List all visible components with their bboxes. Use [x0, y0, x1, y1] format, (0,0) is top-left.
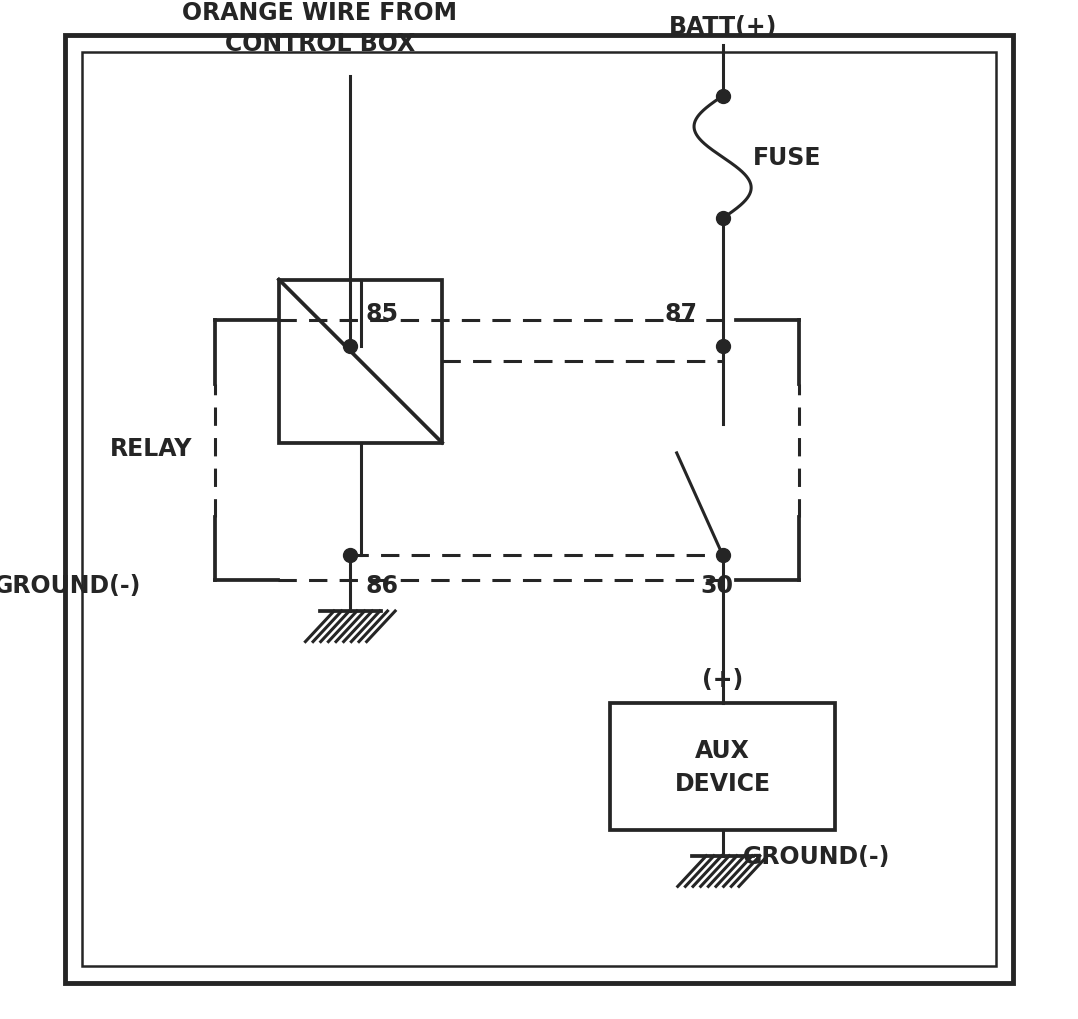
Text: RELAY: RELAY — [110, 436, 192, 461]
Text: 87: 87 — [664, 302, 697, 326]
Text: (+): (+) — [702, 666, 743, 691]
Point — [714, 547, 731, 564]
Text: 86: 86 — [365, 574, 399, 598]
Point — [342, 338, 359, 355]
Text: FUSE: FUSE — [754, 146, 821, 170]
Bar — [279, 280, 442, 443]
Text: BATT(+): BATT(+) — [668, 14, 777, 39]
Point — [714, 211, 731, 227]
Point — [342, 547, 359, 564]
Text: 30: 30 — [700, 574, 733, 598]
Text: AUX
DEVICE: AUX DEVICE — [675, 738, 771, 796]
Bar — [610, 703, 834, 830]
Point — [714, 89, 731, 105]
Bar — [82, 53, 996, 966]
Text: GROUND(-): GROUND(-) — [743, 844, 890, 868]
Text: GROUND(-): GROUND(-) — [0, 574, 141, 598]
Point — [714, 338, 731, 355]
Text: ORANGE WIRE FROM
CONTROL BOX: ORANGE WIRE FROM CONTROL BOX — [182, 1, 457, 56]
Text: 85: 85 — [365, 302, 399, 326]
